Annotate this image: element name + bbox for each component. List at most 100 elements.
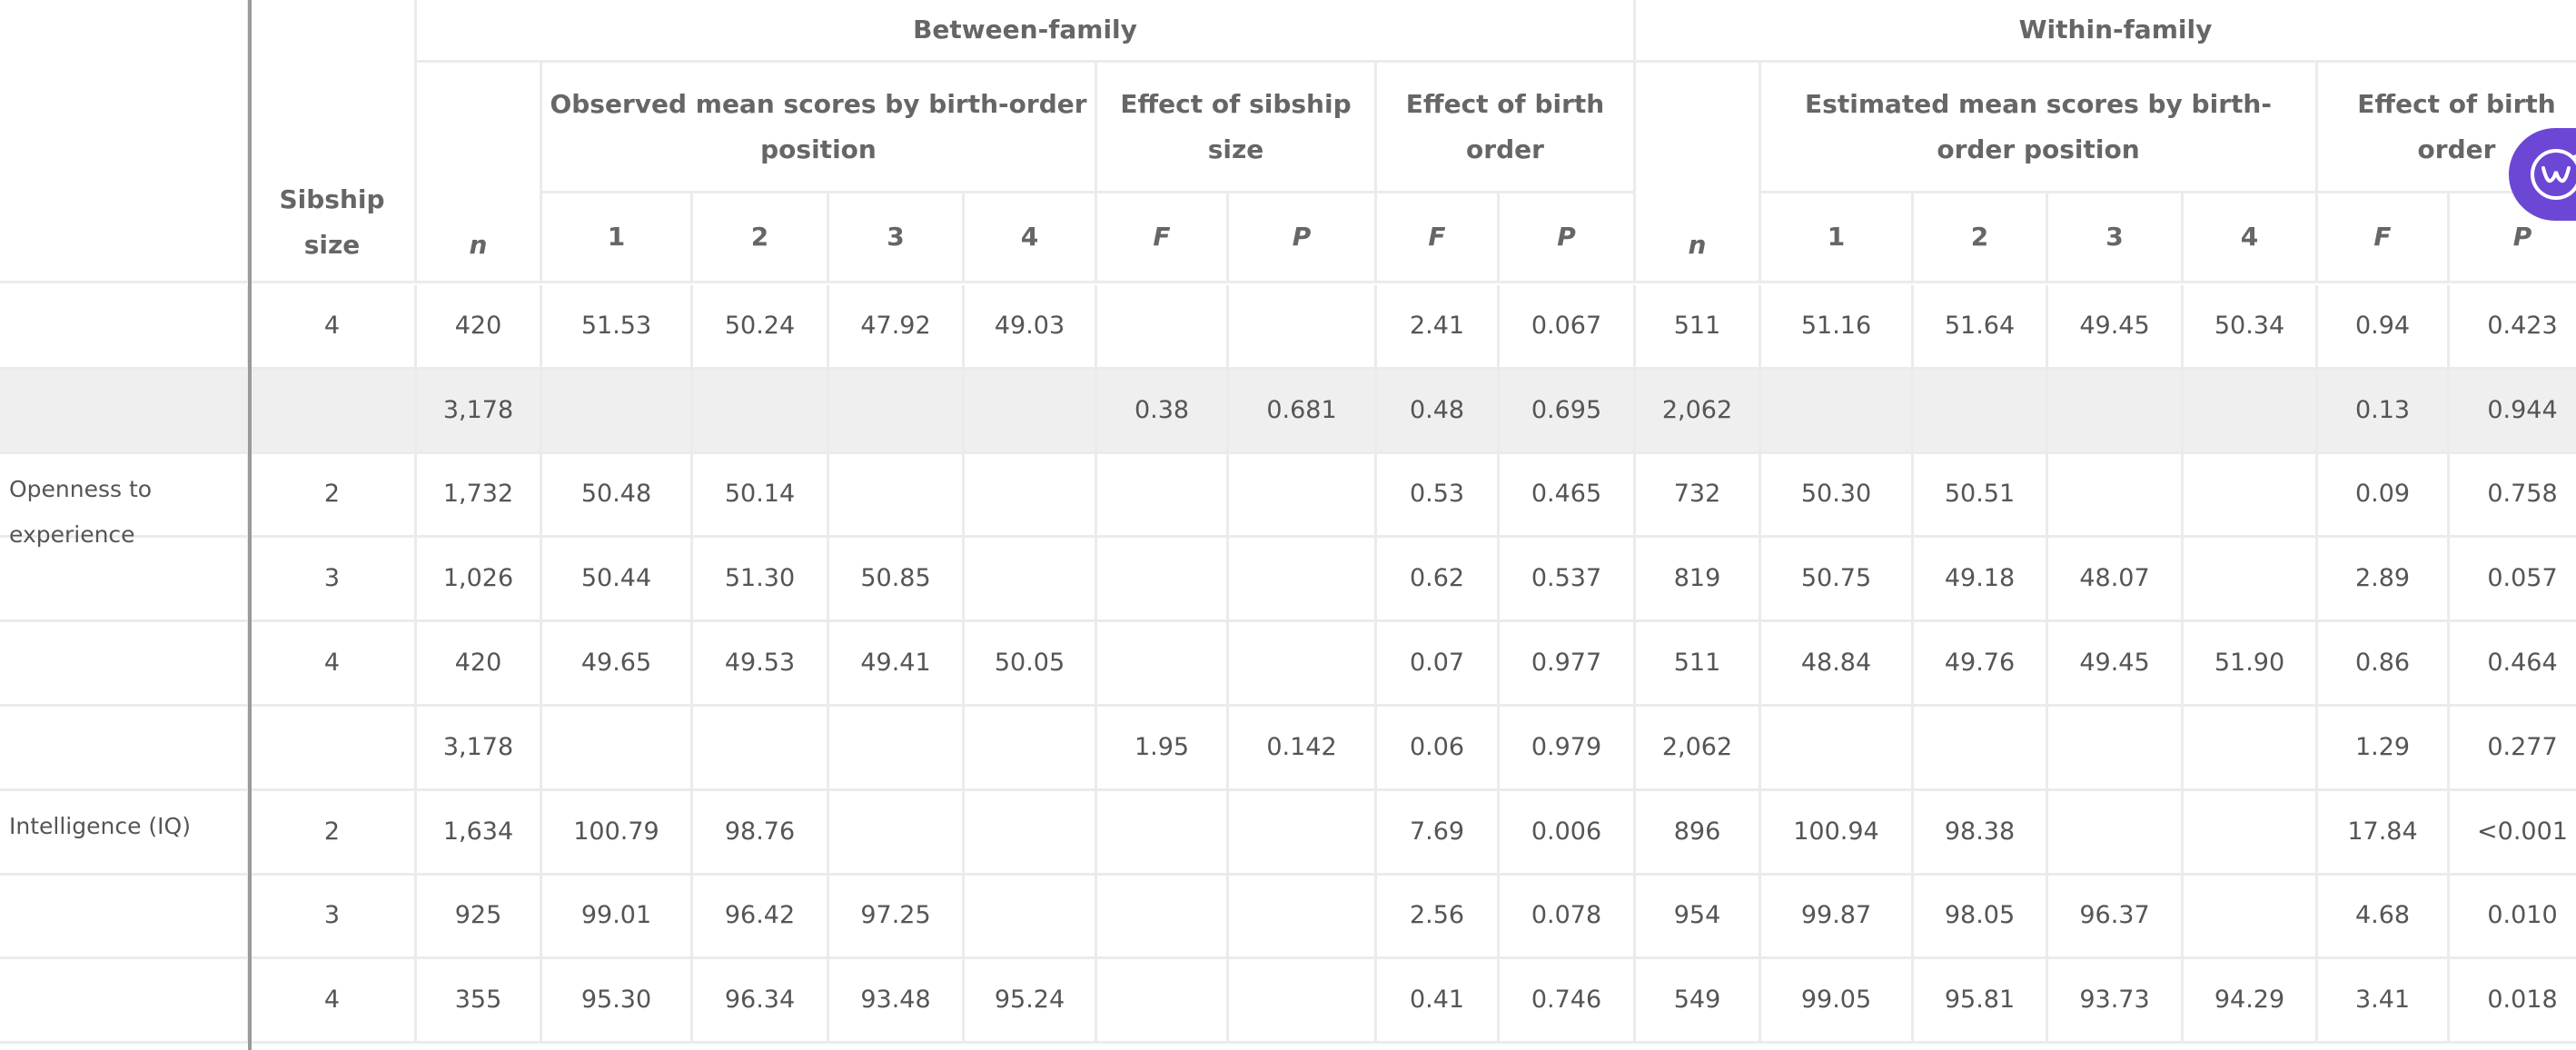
table-cell: 2,062 <box>1636 707 1761 791</box>
table-cell: 0.758 <box>2450 454 2576 539</box>
table-cell <box>1229 875 1377 960</box>
table-cell <box>1229 538 1377 623</box>
table-cell <box>1229 453 1377 539</box>
table-cell: 0.53 <box>1377 453 1500 539</box>
table-cell: 96.37 <box>2048 875 2184 960</box>
table-cell: 0.09 <box>2318 453 2450 539</box>
table-cell <box>1229 790 1377 876</box>
header-column: P <box>2450 193 2576 283</box>
table-cell <box>1097 622 1229 707</box>
table-cell: 95.81 <box>1914 959 2048 1045</box>
table-cell <box>2184 369 2318 454</box>
table-cell: 93.73 <box>2048 959 2184 1045</box>
table-cell: 1,634 <box>417 790 542 876</box>
table-cell: 2 <box>250 453 417 539</box>
table-cell: 98.38 <box>1914 790 2048 876</box>
table-cell <box>2184 453 2318 539</box>
table-cell <box>1229 959 1377 1045</box>
header-sibship-size: Sibship size <box>250 0 417 283</box>
table-cell <box>1097 538 1229 623</box>
table-cell: 0.142 <box>1229 707 1377 791</box>
table-cell <box>693 707 829 791</box>
table-cell: 420 <box>417 622 542 707</box>
table-cell: 0.06 <box>1377 707 1500 791</box>
table-cell: 49.53 <box>693 622 829 707</box>
header-column: P <box>1229 193 1377 283</box>
header-column: 1 <box>542 193 693 283</box>
assistant-button[interactable] <box>2509 128 2576 221</box>
table-cell <box>829 707 965 791</box>
table-cell <box>1097 453 1229 539</box>
table-cell: 0.86 <box>2318 622 2450 707</box>
row-label <box>0 959 250 1045</box>
table-cell: 50.75 <box>1761 538 1914 623</box>
table-cell: 0.537 <box>1500 538 1636 623</box>
header-column: F <box>1097 193 1229 283</box>
table-cell: 2.56 <box>1377 875 1500 960</box>
table-cell: 511 <box>1636 622 1761 707</box>
table-cell: 0.464 <box>2450 622 2576 707</box>
table-cell <box>250 369 417 454</box>
table-cell: 49.41 <box>829 622 965 707</box>
table-cell <box>1097 875 1229 960</box>
table-cell: 50.30 <box>1761 453 1914 539</box>
table-cell: 49.65 <box>542 622 693 707</box>
table-cell: 93.48 <box>829 959 965 1045</box>
header-within-family: Within-family <box>1636 0 2576 63</box>
table-cell: 51.53 <box>542 285 693 370</box>
table-cell <box>2184 707 2318 791</box>
table-cell: 47.92 <box>829 285 965 370</box>
table-cell: 0.977 <box>1500 622 1636 707</box>
table-cell: 0.62 <box>1377 538 1500 623</box>
table-cell: 51.90 <box>2184 622 2318 707</box>
table-cell: 0.13 <box>2318 369 2450 454</box>
table-cell: 0.944 <box>2450 369 2576 454</box>
table-cell: 0.018 <box>2450 959 2576 1045</box>
table-cell: 49.76 <box>1914 622 2048 707</box>
table-cell: 925 <box>417 875 542 960</box>
header-column: 4 <box>2184 193 2318 283</box>
header-column: 3 <box>829 193 965 283</box>
table-cell: 50.24 <box>693 285 829 370</box>
table-cell: 2.89 <box>2318 538 2450 623</box>
table-cell: 3.41 <box>2318 959 2450 1045</box>
table-cell: 51.64 <box>1914 285 2048 370</box>
table-cell: 2,062 <box>1636 369 1761 454</box>
row-label <box>0 285 250 370</box>
table-cell <box>965 453 1097 539</box>
table-cell: 50.48 <box>542 453 693 539</box>
table-cell <box>1229 285 1377 370</box>
table-cell <box>2048 707 2184 791</box>
table-cell <box>2184 875 2318 960</box>
table-cell <box>1097 959 1229 1045</box>
table-cell <box>829 369 965 454</box>
row-label: Openness to experience <box>0 453 250 548</box>
table-cell: 98.05 <box>1914 875 2048 960</box>
table-cell: 49.45 <box>2048 285 2184 370</box>
table-cell: 2.41 <box>1377 285 1500 370</box>
table-cell <box>1914 707 2048 791</box>
table-cell: 99.87 <box>1761 875 1914 960</box>
table-cell <box>829 790 965 876</box>
header-group: Estimated mean scores by birth-order pos… <box>1761 63 2318 193</box>
table-cell: 50.05 <box>965 622 1097 707</box>
table-cell: 355 <box>417 959 542 1045</box>
table-cell: 0.695 <box>1500 369 1636 454</box>
table-cell <box>965 538 1097 623</box>
row-label <box>0 538 250 623</box>
table-cell: 100.79 <box>542 790 693 876</box>
header-column: P <box>1500 193 1636 283</box>
table-cell: 0.057 <box>2450 538 2576 623</box>
table-cell: 4.68 <box>2318 875 2450 960</box>
row-label <box>0 622 250 707</box>
table-cell: 96.34 <box>693 959 829 1045</box>
table-cell: 98.76 <box>693 790 829 876</box>
table-cell <box>1761 707 1914 791</box>
table-cell: 3 <box>250 538 417 623</box>
header-column: 3 <box>2048 193 2184 283</box>
table-cell: 511 <box>1636 285 1761 370</box>
header-column: 2 <box>1914 193 2048 283</box>
header-column: 1 <box>1761 193 1914 283</box>
assistant-icon <box>2531 149 2576 200</box>
table-cell: 0.067 <box>1500 285 1636 370</box>
